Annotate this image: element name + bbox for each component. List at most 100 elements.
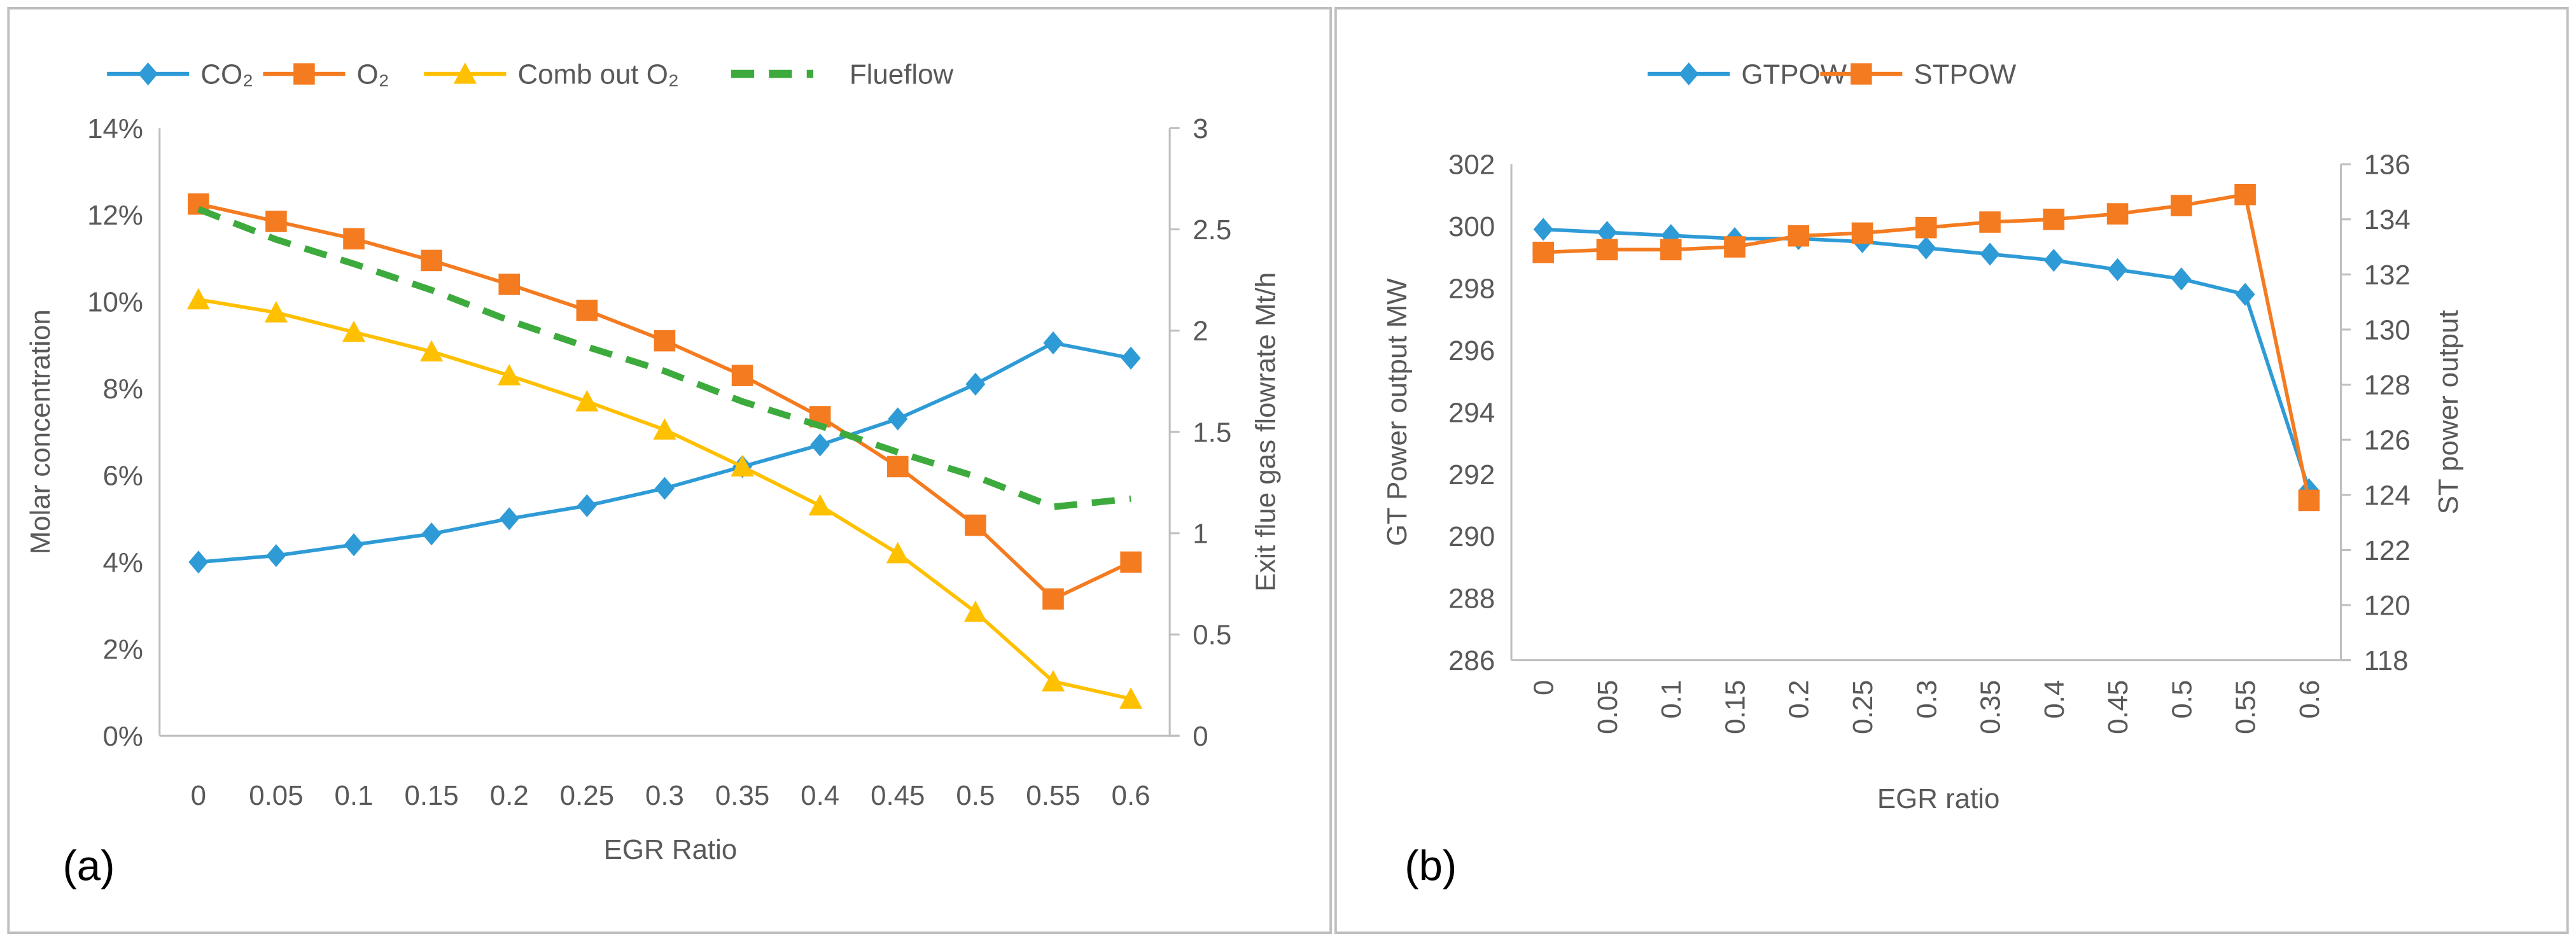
data-point [731, 365, 753, 386]
panel-label: (b) [1404, 842, 1457, 889]
x-tick-label: 0.55 [1026, 780, 1080, 811]
data-point [1915, 216, 1937, 239]
legend-marker [1679, 62, 1699, 86]
x-tick-label: 0.15 [1719, 680, 1751, 734]
left-tick-label: 0% [103, 721, 143, 752]
data-point [576, 300, 598, 321]
x-tick-label: 0.2 [490, 780, 529, 811]
x-tick-label: 0.4 [2039, 680, 2070, 719]
x-tick-label: 0.15 [404, 780, 458, 811]
legend-label: O₂ [356, 59, 389, 90]
data-point [2234, 183, 2256, 206]
legend-item: STPOW [1820, 59, 2017, 90]
right-tick-label: 2 [1193, 316, 1208, 347]
data-point [2235, 282, 2255, 306]
left-axis-title: GT Power output MW [1382, 278, 1413, 546]
left-tick-label: 302 [1448, 150, 1495, 181]
right-tick-label: 136 [2364, 150, 2411, 181]
data-point [344, 533, 364, 557]
left-tick-label: 12% [87, 200, 143, 231]
right-tick-label: 132 [2364, 260, 2411, 291]
data-point [1041, 670, 1065, 692]
left-tick-label: 14% [87, 113, 143, 144]
data-point [654, 477, 675, 500]
data-point [2298, 489, 2320, 512]
legend-item: Comb out O₂ [424, 59, 679, 90]
left-tick-label: 6% [103, 461, 143, 492]
legend-label: Flueflow [850, 59, 954, 90]
legend-label: CO₂ [200, 59, 253, 90]
data-point [1120, 551, 1142, 573]
legend-item: CO₂ [107, 59, 253, 90]
data-point [1724, 236, 1746, 258]
x-tick-label: 0.45 [2103, 680, 2134, 734]
x-tick-label: 0.5 [956, 780, 995, 811]
data-point [2171, 195, 2192, 216]
chart-b: 286 288 290 292 294 296 298 300 302 118 120 122 124 1… [1382, 59, 2464, 890]
legend-marker [453, 62, 477, 84]
x-tick-label: 0.4 [801, 780, 839, 811]
right-tick-label: 0.5 [1193, 620, 1231, 651]
series-comb-out-o- [186, 288, 1143, 709]
right-tick-label: 1 [1193, 519, 1208, 550]
legend-label: Comb out O₂ [517, 59, 678, 90]
x-tick-label: 0.6 [1112, 780, 1151, 811]
data-point [2043, 249, 2064, 272]
data-point [654, 330, 676, 352]
data-point [264, 301, 288, 323]
data-point [653, 418, 676, 440]
x-axis-title: EGR Ratio [604, 834, 738, 865]
right-tick-label: 0 [1193, 721, 1208, 752]
data-point [1660, 239, 1682, 261]
data-point [575, 390, 599, 412]
x-tick-label: 0.55 [2230, 680, 2262, 734]
data-point [1121, 346, 1141, 370]
x-tick-label: 0.35 [1975, 680, 2006, 734]
x-tick-label: 0.25 [560, 780, 614, 811]
left-tick-label: 4% [103, 547, 143, 578]
data-point [886, 541, 909, 564]
panel-label: (a) [62, 842, 115, 889]
x-tick-label: 0 [191, 780, 206, 811]
x-tick-label: 0.35 [715, 780, 769, 811]
left-tick-label: 8% [103, 373, 143, 405]
left-tick-label: 292 [1448, 459, 1495, 491]
legend-marker [1851, 63, 1872, 85]
data-point [498, 364, 521, 386]
left-tick-label: 290 [1448, 521, 1495, 552]
data-point [577, 494, 597, 517]
data-point [808, 494, 832, 516]
data-point [186, 288, 210, 310]
x-tick-label: 0.05 [249, 780, 303, 811]
data-point [1851, 222, 1873, 244]
data-point [1980, 242, 2000, 266]
right-tick-label: 120 [2364, 590, 2411, 621]
series-line [197, 206, 1131, 510]
x-tick-label: 0.5 [2166, 680, 2197, 719]
right-axis-title: Exit flue gas flowrate Mt/h [1250, 272, 1281, 592]
panel-a-border [7, 6, 1333, 935]
data-point [2106, 203, 2129, 225]
data-point [343, 228, 365, 250]
data-point [1042, 588, 1064, 610]
data-point [421, 522, 442, 546]
x-axis-title: EGR ratio [1877, 783, 2000, 814]
data-point [1596, 239, 1618, 261]
x-tick-label: 0.45 [871, 780, 925, 811]
left-tick-label: 2% [103, 634, 143, 665]
x-tick-label: 0.2 [1784, 680, 1815, 719]
right-tick-label: 130 [2364, 314, 2411, 345]
left-tick-label: 296 [1448, 335, 1495, 366]
x-tick-label: 0.1 [335, 780, 374, 811]
x-tick-label: 0.3 [1911, 680, 1942, 719]
data-point [965, 514, 986, 536]
data-point [1979, 211, 2001, 233]
data-point [1532, 241, 1554, 263]
legend-marker [293, 63, 315, 85]
left-tick-label: 288 [1448, 583, 1495, 615]
legend-item: O₂ [263, 59, 389, 90]
legend-item: Flueflow [731, 59, 953, 90]
data-point [498, 274, 521, 295]
